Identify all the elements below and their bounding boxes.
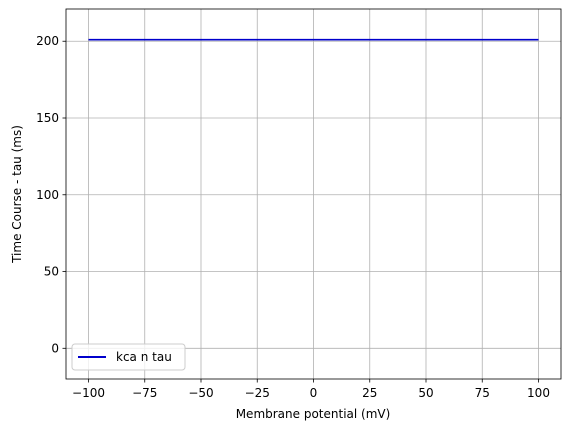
x-tick-label: 50 xyxy=(418,386,433,400)
x-tick-label: 75 xyxy=(475,386,490,400)
x-tick-label: 0 xyxy=(310,386,318,400)
x-ticks: −100 −75 −50 −25 0 25 50 75 100 xyxy=(72,379,550,400)
y-tick-label: 50 xyxy=(44,265,59,279)
legend: kca n tau xyxy=(71,343,186,371)
legend-box xyxy=(71,343,186,371)
x-tick-label: −75 xyxy=(132,386,157,400)
x-axis-label: Membrane potential (mV) xyxy=(236,407,391,421)
y-tick-label: 150 xyxy=(36,111,59,125)
x-tick-label: 100 xyxy=(527,386,550,400)
y-tick-label: 100 xyxy=(36,188,59,202)
y-tick-label: 200 xyxy=(36,34,59,48)
x-tick-label: −50 xyxy=(188,386,213,400)
y-ticks: 0 50 100 150 200 xyxy=(36,34,66,355)
x-tick-label: −100 xyxy=(72,386,105,400)
y-axis-label: Time Course - tau (ms) xyxy=(10,125,24,264)
legend-label: kca n tau xyxy=(116,350,172,364)
x-tick-label: −25 xyxy=(245,386,270,400)
grid-lines xyxy=(66,9,561,379)
x-tick-label: 25 xyxy=(362,386,377,400)
y-tick-label: 0 xyxy=(51,341,59,355)
